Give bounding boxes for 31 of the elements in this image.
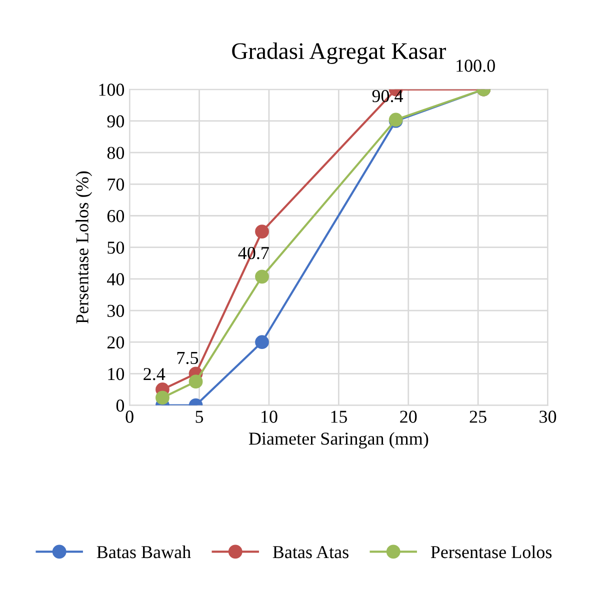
point xyxy=(255,335,269,350)
chart-title: Gradasi Agregat Kasar xyxy=(232,42,446,64)
x-axis-title: Diameter Saringan (mm) xyxy=(248,432,428,448)
data-label: 7.5 xyxy=(177,352,198,364)
y-tick-label: 10 xyxy=(108,368,124,380)
x-tick-label: 0 xyxy=(126,410,134,423)
legend-label: Batas Atas xyxy=(272,546,348,558)
data-label: 100.0 xyxy=(456,60,495,72)
point xyxy=(188,374,203,389)
y-tick-label: 0 xyxy=(116,400,124,412)
y-tick-label: 20 xyxy=(107,336,124,349)
y-tick-label: 40 xyxy=(107,273,124,286)
point xyxy=(255,270,269,284)
y-tick-label: 90 xyxy=(107,115,124,128)
x-tick-label: 25 xyxy=(470,410,486,423)
y-tick-label: 30 xyxy=(108,304,124,317)
x-tick-label: 20 xyxy=(400,410,417,423)
x-tick-label: 15 xyxy=(331,410,347,423)
legend-label: Batas Bawah xyxy=(96,545,191,558)
y-tick-label: 100 xyxy=(99,84,124,96)
legend-label: Persentase Lolos xyxy=(430,545,552,558)
point xyxy=(156,390,170,405)
y-tick-label: 60 xyxy=(107,210,124,222)
y-tick-label: 50 xyxy=(108,242,124,254)
y-axis-title: Persentase Lolos (%) xyxy=(76,171,92,324)
x-tick-label: 5 xyxy=(196,410,204,423)
x-tick-label: 30 xyxy=(540,410,556,423)
data-label: 2.4 xyxy=(144,368,166,380)
x-tick-label: 10 xyxy=(262,410,278,423)
y-tick-label: 80 xyxy=(107,146,124,160)
y-tick-label: 70 xyxy=(108,178,124,191)
